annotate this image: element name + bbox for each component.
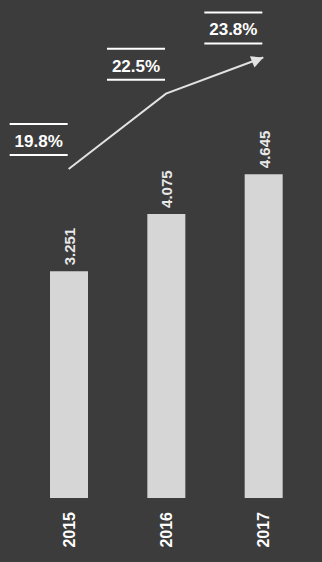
svg-text:22.5%: 22.5%: [112, 57, 160, 76]
svg-text:4.075: 4.075: [158, 170, 175, 208]
svg-text:2016: 2016: [158, 512, 175, 548]
svg-text:4.645: 4.645: [256, 131, 273, 169]
svg-text:23.8%: 23.8%: [209, 20, 257, 39]
svg-text:19.8%: 19.8%: [15, 132, 63, 151]
svg-text:3.251: 3.251: [61, 228, 78, 266]
svg-text:2015: 2015: [61, 512, 78, 548]
svg-text:2017: 2017: [255, 512, 272, 548]
